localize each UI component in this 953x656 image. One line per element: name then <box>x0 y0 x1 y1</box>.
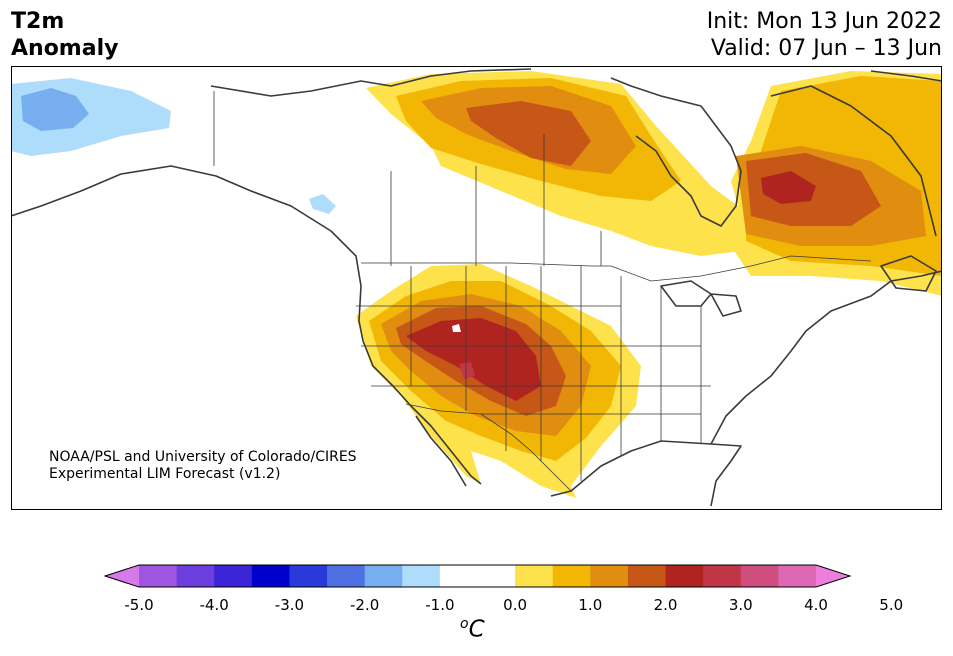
colorbar-tick-label: 3.0 <box>728 596 753 614</box>
colorbar-swatch <box>327 565 366 587</box>
us-canada-border <box>361 255 872 282</box>
map-frame <box>11 66 942 510</box>
us-mexico-border <box>405 403 572 492</box>
colorbar-swatch <box>477 565 516 587</box>
colorbar-swatch <box>627 565 667 587</box>
anomaly-map <box>11 66 942 510</box>
warm-anomaly-canada <box>366 71 751 256</box>
init-date: Init: Mon 13 Jun 2022 <box>706 9 942 34</box>
colorbar-swatch <box>176 565 215 587</box>
colorbar-tick-label: -3.0 <box>274 596 305 614</box>
colorbar <box>103 564 852 588</box>
credit-text: NOAA/PSL and University of Colorado/CIRE… <box>49 449 357 483</box>
colorbar-tick-label: 5.0 <box>879 596 904 614</box>
colorbar-tick-label: 2.0 <box>653 596 678 614</box>
greenland-edge <box>870 70 942 82</box>
borders <box>213 91 872 492</box>
colorbar-outline <box>103 564 852 588</box>
colorbar-extend-low <box>105 565 139 587</box>
colorbar-swatch <box>590 565 629 587</box>
colorbar-swatch <box>251 565 291 587</box>
valid-range: Valid: 07 Jun – 13 Jun <box>710 36 942 61</box>
colorbar-swatch <box>703 565 742 587</box>
hudson-bay <box>610 77 742 227</box>
warm-anomaly-quebec <box>731 71 942 296</box>
variable-subtitle: Anomaly <box>11 36 119 61</box>
colorbar-unit: oC <box>460 616 485 643</box>
colorbar-swatch <box>665 565 704 587</box>
colorbar-tick-label: 0.0 <box>503 596 528 614</box>
cold-anomaly-alaska <box>11 78 336 214</box>
coastlines <box>11 68 942 507</box>
colorbar-swatch <box>214 565 253 587</box>
colorbar-swatch <box>402 565 441 587</box>
colorbar-tick-label: -5.0 <box>124 596 154 614</box>
colorbar-swatch <box>139 565 178 587</box>
atlantic-coast <box>710 270 942 445</box>
colorbar-tick-label: 4.0 <box>804 596 828 614</box>
state-lines <box>356 266 711 481</box>
colorbar-swatch <box>439 565 479 587</box>
pacific-coast <box>11 165 482 485</box>
credit-line-2: Experimental LIM Forecast (v1.2) <box>49 466 281 482</box>
colorbar-swatch <box>289 565 328 587</box>
forecast-dates: Init: Mon 13 Jun 2022 Valid: 07 Jun – 13… <box>707 8 942 62</box>
colorbar-swatch <box>740 565 779 587</box>
warm-anomaly-southwest <box>356 264 641 498</box>
newfoundland <box>880 255 937 292</box>
unit-letter: C <box>468 616 485 643</box>
colorbar-swatch <box>515 565 554 587</box>
gulf-coast <box>550 440 742 507</box>
map-title: T2m Anomaly <box>11 8 118 62</box>
colorbar-extend-high <box>816 565 850 587</box>
province-lines <box>390 134 602 266</box>
colorbar-tick-label: -4.0 <box>199 596 229 614</box>
variable-name: T2m <box>11 9 65 34</box>
colorbar-swatch <box>364 565 403 587</box>
colorbar-tick-label: 1.0 <box>578 596 603 614</box>
colorbar-tick-label: -2.0 <box>350 596 380 614</box>
credit-line-1: NOAA/PSL and University of Colorado/CIRE… <box>49 449 357 465</box>
arctic-coast <box>210 68 532 97</box>
colorbar-tick-label: -1.0 <box>425 596 455 614</box>
baja-coast <box>415 415 467 487</box>
labrador-coast <box>770 85 937 237</box>
great-lakes <box>660 280 742 317</box>
colorbar-swatch <box>552 565 591 587</box>
colorbar-swatch <box>778 565 817 587</box>
unit-superscript: o <box>460 616 469 632</box>
